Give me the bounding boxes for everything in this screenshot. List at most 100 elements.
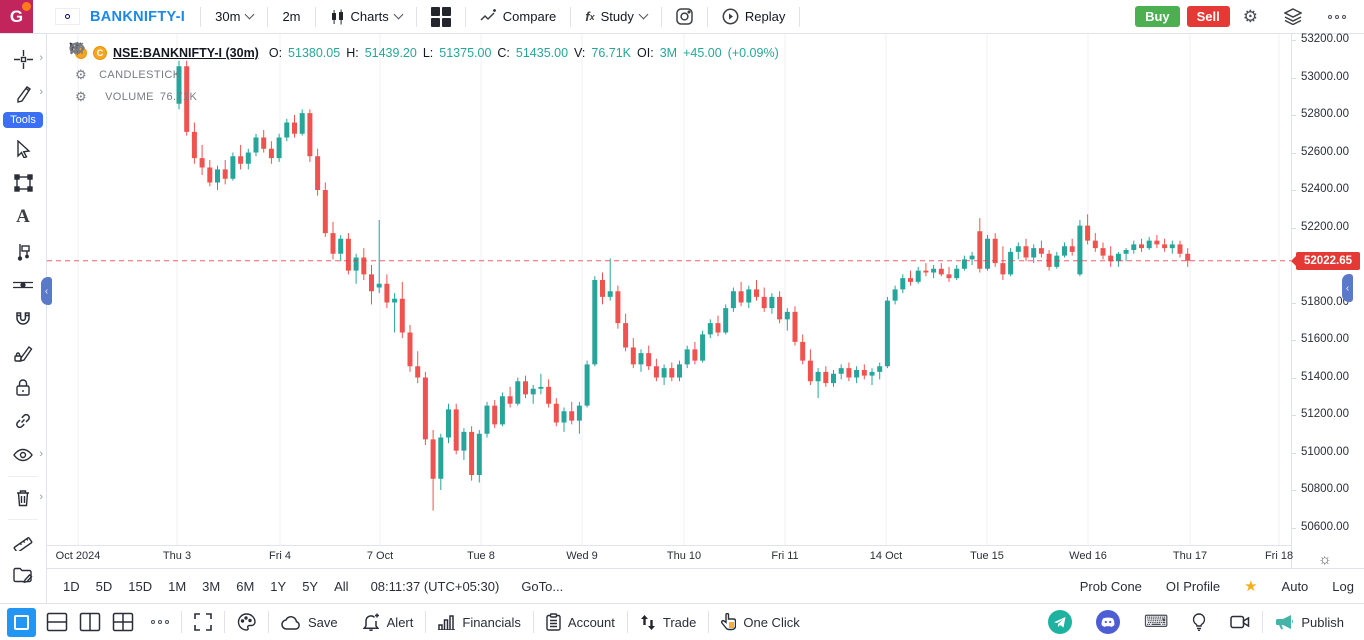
- trade-button[interactable]: Trade: [628, 604, 708, 640]
- series-settings-gear-icon[interactable]: ⚙: [75, 67, 88, 82]
- time-axis-label: Fri 18: [1264, 550, 1294, 562]
- range-all-button[interactable]: All: [326, 575, 356, 598]
- legend-symbol-title[interactable]: NSE:BANKNIFTY-I (30m): [113, 46, 259, 60]
- crosshair-tool[interactable]: ›: [3, 42, 43, 76]
- auto-scale-button[interactable]: Auto: [1281, 578, 1309, 594]
- link-tool[interactable]: [3, 404, 43, 438]
- palette-icon: [237, 613, 256, 631]
- oi-profile-button[interactable]: OI Profile: [1165, 578, 1221, 594]
- timeframe-dropdown[interactable]: 30m: [202, 0, 266, 34]
- axis-tick: [1292, 490, 1296, 491]
- candlestick-chart[interactable]: C NSE:BANKNIFTY-I (30m) O: 51380.05 H: 514…: [47, 34, 1291, 545]
- sell-button[interactable]: Sell: [1186, 6, 1230, 27]
- timeframe-2m-button[interactable]: 2m: [269, 0, 313, 34]
- shape-tool[interactable]: [3, 166, 43, 200]
- axis-tick: [1292, 527, 1296, 529]
- separator: [660, 6, 662, 27]
- alert-button[interactable]: Alert: [350, 604, 426, 640]
- hide-drawings-tool[interactable]: ›: [3, 438, 43, 472]
- layout-quad-button[interactable]: [108, 608, 137, 637]
- annotation-pin-tool[interactable]: [3, 234, 43, 268]
- layers-button[interactable]: [1271, 0, 1315, 34]
- range-1y-button[interactable]: 1Y: [262, 575, 294, 598]
- prob-cone-button[interactable]: Prob Cone: [1079, 578, 1142, 594]
- snapshot-button[interactable]: [663, 0, 706, 34]
- log-scale-button[interactable]: Log: [1332, 578, 1354, 594]
- theme-palette-button[interactable]: [225, 604, 268, 640]
- magnet-tool[interactable]: [3, 302, 43, 336]
- brush-tool[interactable]: ›: [3, 76, 43, 110]
- brightness-icon[interactable]: ☼: [1318, 551, 1332, 568]
- one-click-trading-button[interactable]: One Click: [709, 604, 811, 640]
- fullscreen-button[interactable]: [182, 604, 224, 640]
- multichart-layout-button[interactable]: [418, 0, 464, 34]
- magnet-icon: [14, 310, 32, 328]
- open-label: O:: [268, 46, 283, 60]
- range-5d-button[interactable]: 5D: [88, 575, 121, 598]
- layout-vsplit-button[interactable]: [75, 608, 104, 637]
- account-button[interactable]: Account: [534, 604, 627, 640]
- financials-button[interactable]: Financials: [426, 604, 533, 640]
- range-1d-button[interactable]: 1D: [55, 575, 88, 598]
- layout-hsplit-button[interactable]: [42, 608, 71, 637]
- settings-button[interactable]: ⚙: [1230, 0, 1271, 34]
- axis-tick: [1292, 115, 1296, 116]
- replay-button[interactable]: Replay: [709, 0, 798, 34]
- collapse-left-panel-handle[interactable]: ‹: [41, 277, 52, 305]
- price-axis-label: 50800.00: [1301, 483, 1349, 495]
- price-axis-label: 51200.00: [1301, 408, 1349, 420]
- chart-canvas[interactable]: [47, 34, 1291, 545]
- save-button[interactable]: Save: [269, 604, 350, 640]
- range-3m-button[interactable]: 3M: [194, 575, 228, 598]
- volume-value: 76.71K: [591, 46, 632, 60]
- volume-settings-gear-icon[interactable]: ⚙: [75, 89, 88, 104]
- lock-tool[interactable]: [3, 370, 43, 404]
- range-1m-button[interactable]: 1M: [160, 575, 194, 598]
- time-axis-label: 14 Oct: [869, 550, 903, 562]
- text-tool[interactable]: A: [3, 200, 43, 234]
- lock-drawings-tool[interactable]: [3, 336, 43, 370]
- layout-single-button[interactable]: [7, 607, 36, 637]
- trash-icon: [15, 489, 31, 507]
- cursor-tool[interactable]: [3, 132, 43, 166]
- measure-tool[interactable]: [3, 524, 43, 558]
- symbol-name[interactable]: BANKNIFTY-I: [90, 8, 186, 25]
- goto-button[interactable]: GoTo...: [521, 578, 564, 594]
- range-6m-button[interactable]: 6M: [228, 575, 262, 598]
- time-axis[interactable]: Oct 2024 Thu 3 Fri 4 7 Oct Tue 8 Wed 9 Thu 10 F…: [47, 545, 1294, 568]
- buy-button[interactable]: Buy: [1135, 6, 1180, 27]
- shortcuts-button[interactable]: ⌨: [1132, 604, 1181, 640]
- discord-button[interactable]: [1084, 604, 1132, 640]
- volume-series-value: 76.71K: [159, 91, 198, 103]
- price-axis-label: 53200.00: [1301, 33, 1349, 45]
- chart-type-dropdown[interactable]: Charts: [317, 0, 415, 34]
- price-axis[interactable]: 53200.00 53000.00 52800.00 52600.00 52400.00…: [1291, 33, 1364, 568]
- publish-button[interactable]: Publish: [1263, 604, 1364, 640]
- screen-record-button[interactable]: [1218, 604, 1262, 640]
- star-icon[interactable]: ★: [1244, 578, 1258, 595]
- range-15d-button[interactable]: 15D: [120, 575, 160, 598]
- compare-icon: [480, 9, 497, 24]
- separator: [425, 611, 427, 633]
- grid-icon: [430, 6, 451, 27]
- horizontal-line-tool[interactable]: [3, 268, 43, 302]
- collapse-right-panel-handle[interactable]: ‹: [1342, 274, 1353, 302]
- separator: [314, 6, 316, 27]
- range-5y-button[interactable]: 5Y: [294, 575, 326, 598]
- compare-button[interactable]: Compare: [467, 0, 569, 34]
- telegram-button[interactable]: [1036, 604, 1084, 640]
- drawings-folder-tool[interactable]: [3, 558, 43, 592]
- fullscreen-icon: [194, 613, 212, 631]
- ideas-button[interactable]: [1180, 604, 1218, 640]
- delete-tool[interactable]: ›: [3, 481, 43, 515]
- chevron-down-icon: [393, 9, 404, 20]
- app-logo[interactable]: G: [0, 0, 33, 33]
- more-layouts-button[interactable]: [139, 604, 181, 640]
- clock[interactable]: 08:11:37 (UTC+05:30): [370, 578, 500, 594]
- price-axis-label: 52800.00: [1301, 108, 1349, 120]
- logo-letter: G: [9, 6, 24, 26]
- separator: [570, 6, 572, 27]
- more-options-button[interactable]: [1315, 0, 1364, 34]
